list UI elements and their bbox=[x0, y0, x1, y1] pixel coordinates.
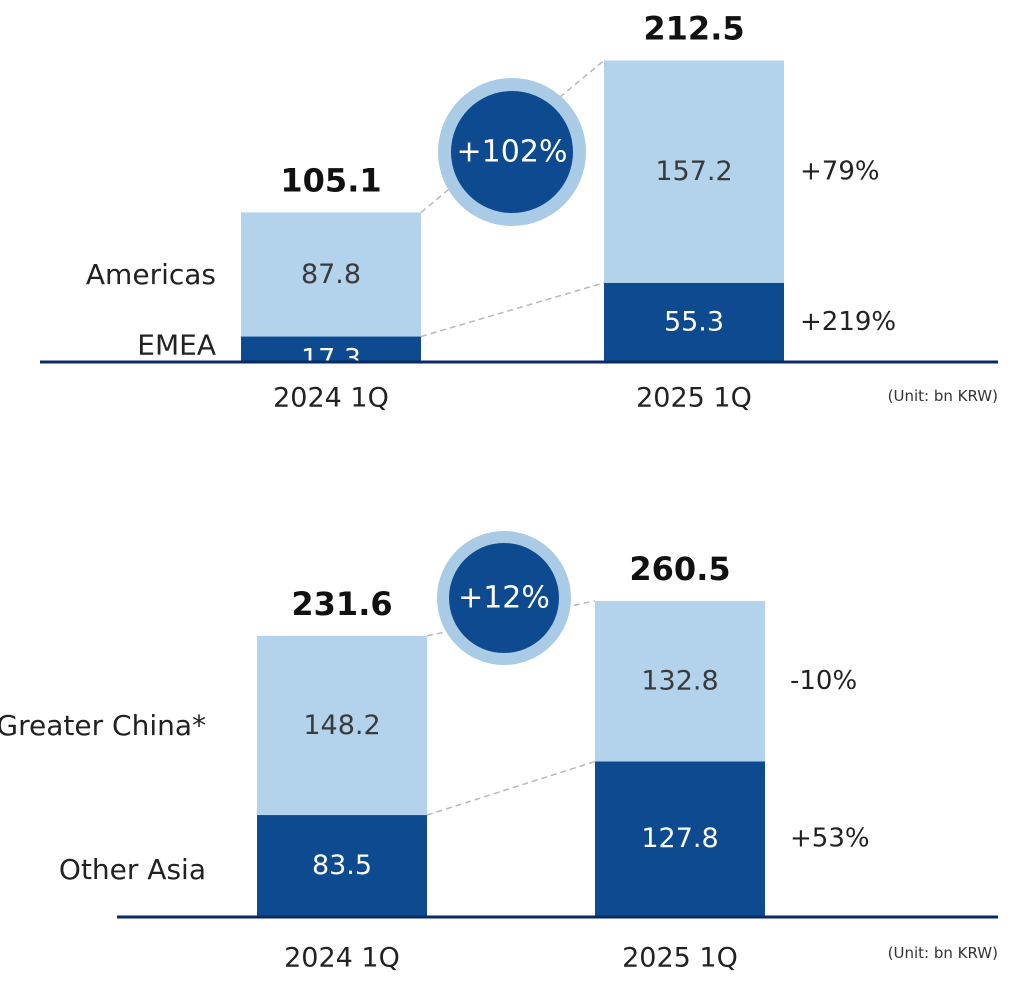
data-label-dark: 83.5 bbox=[312, 850, 372, 881]
data-label-dark: 17.3 bbox=[301, 343, 361, 374]
category-label: 2024 1Q bbox=[273, 383, 389, 414]
data-label-light: 157.2 bbox=[655, 156, 732, 187]
series-label-light: Americas bbox=[86, 258, 216, 291]
chart-panel-2: 83.5 148.2 231.6 2024 1Q 127.8 132.8 260.5 2025… bbox=[0, 531, 998, 974]
growth-label-light: -10% bbox=[790, 666, 857, 696]
data-label-light: 132.8 bbox=[641, 666, 718, 697]
bar-segment-americas-1 bbox=[241, 212, 421, 337]
data-label-dark: 55.3 bbox=[664, 306, 724, 337]
total-label: 260.5 bbox=[629, 550, 730, 588]
growth-total-label: +12% bbox=[458, 581, 550, 616]
bar-segment-emea-1 bbox=[241, 336, 421, 361]
category-label: 2025 1Q bbox=[636, 383, 752, 414]
growth-label-dark: +53% bbox=[790, 824, 870, 854]
series-label-light: Greater China* bbox=[0, 709, 206, 742]
growth-circle-inner bbox=[451, 91, 573, 213]
growth-label-dark: +219% bbox=[800, 307, 896, 337]
unit-label: (Unit: bn KRW) bbox=[888, 387, 998, 405]
data-label-light: 148.2 bbox=[303, 710, 380, 741]
growth-circle-inner bbox=[449, 543, 559, 653]
bar-segment-greater-china--1 bbox=[257, 635, 427, 816]
bar-segment-other-asia-1 bbox=[257, 815, 427, 916]
total-label: 105.1 bbox=[280, 161, 381, 199]
bar-segment-americas-2 bbox=[604, 60, 784, 283]
bar-segment-greater-china--2 bbox=[595, 600, 765, 762]
chart-panel-1: 17.3 87.8 105.1 2024 1Q 55.3 157.2 212.5 2025 1… bbox=[40, 10, 998, 414]
connector-segment-line bbox=[426, 760, 596, 816]
data-label-dark: 127.8 bbox=[641, 823, 718, 854]
category-label: 2024 1Q bbox=[284, 943, 400, 974]
category-label: 2025 1Q bbox=[622, 943, 738, 974]
data-label-light: 87.8 bbox=[301, 259, 361, 290]
bar-segment-other-asia-2 bbox=[595, 761, 765, 916]
total-label: 231.6 bbox=[291, 585, 392, 623]
series-label-dark: Other Asia bbox=[59, 853, 206, 886]
total-label: 212.5 bbox=[643, 10, 744, 48]
series-label-dark: EMEA bbox=[137, 328, 216, 361]
bar-segment-emea-2 bbox=[604, 282, 784, 361]
unit-label: (Unit: bn KRW) bbox=[888, 944, 998, 962]
growth-total-label: +102% bbox=[457, 135, 568, 170]
growth-label-light: +79% bbox=[800, 157, 880, 187]
connector-segment-line bbox=[420, 282, 605, 338]
